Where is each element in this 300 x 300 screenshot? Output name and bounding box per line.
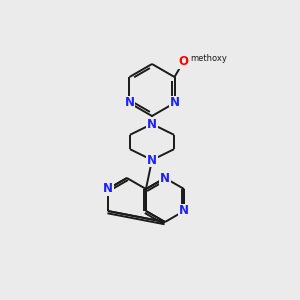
Text: N: N <box>103 182 113 196</box>
Text: N: N <box>160 172 170 184</box>
Text: N: N <box>179 205 189 218</box>
Text: N: N <box>147 154 157 166</box>
Text: N: N <box>147 118 157 130</box>
Text: N: N <box>124 97 134 110</box>
Text: N: N <box>169 97 179 110</box>
Text: methoxy: methoxy <box>190 54 227 63</box>
Text: O: O <box>178 55 188 68</box>
